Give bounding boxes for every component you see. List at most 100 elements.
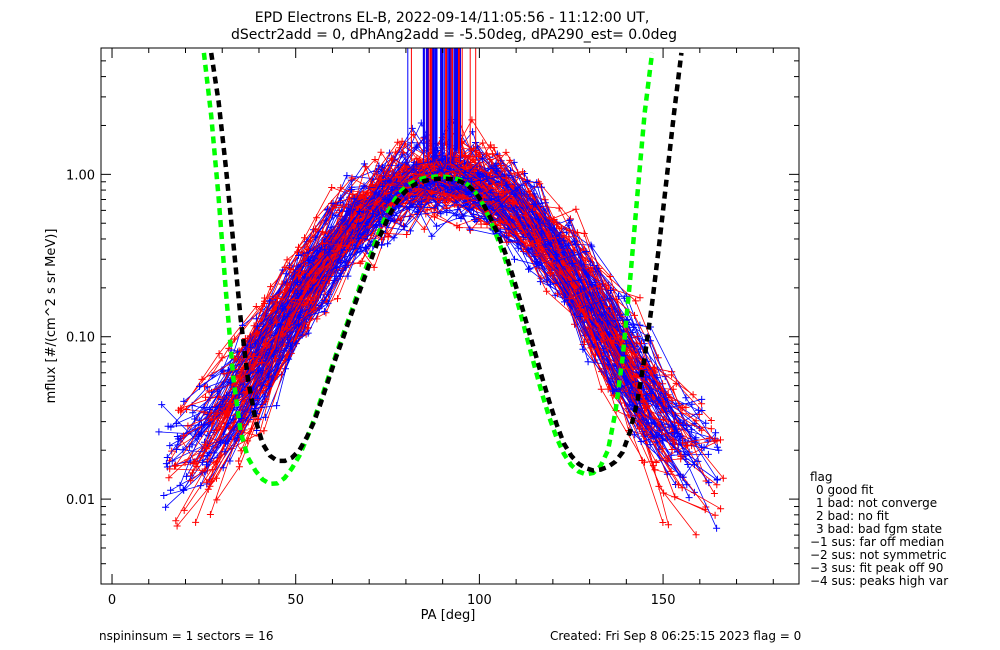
measured-point: [707, 425, 715, 433]
measured-point: [698, 426, 706, 434]
measured-point: [271, 342, 279, 350]
measured-point: [373, 171, 381, 179]
measured-trace: [187, 184, 669, 427]
footer-left: nspininsum = 1 sectors = 16: [99, 629, 273, 643]
measured-point: [265, 373, 273, 381]
measured-point: [204, 485, 212, 493]
measured-point: [203, 461, 210, 469]
measured-point: [677, 451, 685, 459]
measured-point: [676, 471, 684, 479]
measured-point: [273, 402, 281, 410]
measured-point: [287, 266, 295, 274]
measured-point: [294, 278, 301, 286]
measured-point: [192, 518, 200, 526]
measured-point: [257, 367, 265, 375]
measured-point: [655, 482, 663, 490]
measured-point: [477, 220, 485, 228]
measured-point: [354, 220, 362, 227]
measured-point: [358, 257, 366, 265]
legend-title: flag: [810, 470, 833, 484]
measured-point: [500, 189, 507, 197]
measured-point: [197, 482, 205, 490]
measured-point: [237, 447, 245, 455]
measured-point: [221, 448, 229, 456]
measured-point: [628, 384, 636, 392]
measured-point: [560, 237, 568, 245]
measured-point: [385, 177, 393, 185]
measured-point: [203, 478, 211, 486]
measured-point: [304, 296, 312, 304]
measured-point: [712, 429, 720, 437]
measured-point: [301, 259, 308, 267]
measured-point: [310, 305, 318, 313]
measured-point: [713, 443, 721, 451]
measured-point: [286, 319, 293, 327]
measured-point: [220, 370, 228, 378]
measured-point: [377, 176, 385, 184]
measured-point: [582, 248, 590, 255]
measured-point: [336, 272, 344, 280]
measured-point: [466, 225, 474, 233]
measured-point: [694, 457, 702, 465]
measured-point: [511, 255, 518, 263]
measured-point: [384, 240, 392, 248]
measured-point: [689, 391, 697, 399]
measured-point: [235, 457, 243, 465]
measured-point: [398, 151, 406, 159]
measured-point: [409, 165, 417, 173]
measured-trace: [223, 159, 655, 375]
measured-point: [502, 148, 510, 156]
measured-point: [320, 307, 328, 315]
chart-title-line-2: dSectr2add = 0, dPhAng2add = -5.50deg, d…: [231, 27, 677, 43]
measured-point: [519, 168, 527, 176]
measured-point: [535, 216, 542, 224]
measured-point: [604, 385, 612, 393]
measured-point: [313, 214, 321, 222]
measured-point: [493, 164, 501, 172]
measured-point: [544, 230, 552, 238]
measured-point: [506, 229, 514, 237]
measured-point: [691, 436, 699, 444]
measured-point: [464, 174, 472, 182]
measured-point: [162, 460, 170, 468]
measured-point: [322, 309, 330, 317]
measured-point: [566, 215, 574, 223]
measured-point: [717, 505, 725, 513]
measured-point: [370, 263, 378, 271]
measured-point: [503, 238, 511, 246]
measured-point: [383, 190, 391, 197]
measured-point: [523, 178, 531, 185]
measured-point: [552, 250, 560, 258]
measured-point: [188, 469, 196, 477]
plot-frame: [100, 47, 800, 585]
y-tick-label: 0.10: [66, 331, 95, 346]
measured-point: [360, 182, 368, 190]
measured-point: [616, 314, 624, 322]
measured-point: [532, 260, 540, 268]
measured-point: [688, 426, 696, 434]
measured-point: [684, 461, 692, 468]
measured-point: [565, 233, 573, 241]
measured-point: [474, 169, 482, 177]
measured-point: [570, 237, 578, 245]
measured-point: [196, 382, 203, 390]
measured-point: [218, 354, 226, 362]
measured-point: [180, 506, 188, 514]
measured-point: [252, 303, 260, 310]
measured-point: [566, 295, 574, 303]
legend-item: −2 sus: not symmetric: [810, 548, 947, 562]
measured-point: [420, 225, 428, 233]
measured-trace: [225, 154, 681, 476]
measured-point: [710, 490, 718, 497]
measured-point: [659, 519, 667, 526]
measured-point: [172, 517, 180, 525]
measured-point: [468, 116, 476, 124]
measured-point: [279, 331, 287, 339]
measured-point: [653, 432, 661, 440]
measured-point: [682, 455, 690, 463]
measured-point: [180, 397, 188, 405]
measured-point: [565, 221, 573, 229]
measured-point: [319, 239, 326, 247]
measured-point: [191, 458, 199, 466]
measured-point: [213, 474, 220, 482]
